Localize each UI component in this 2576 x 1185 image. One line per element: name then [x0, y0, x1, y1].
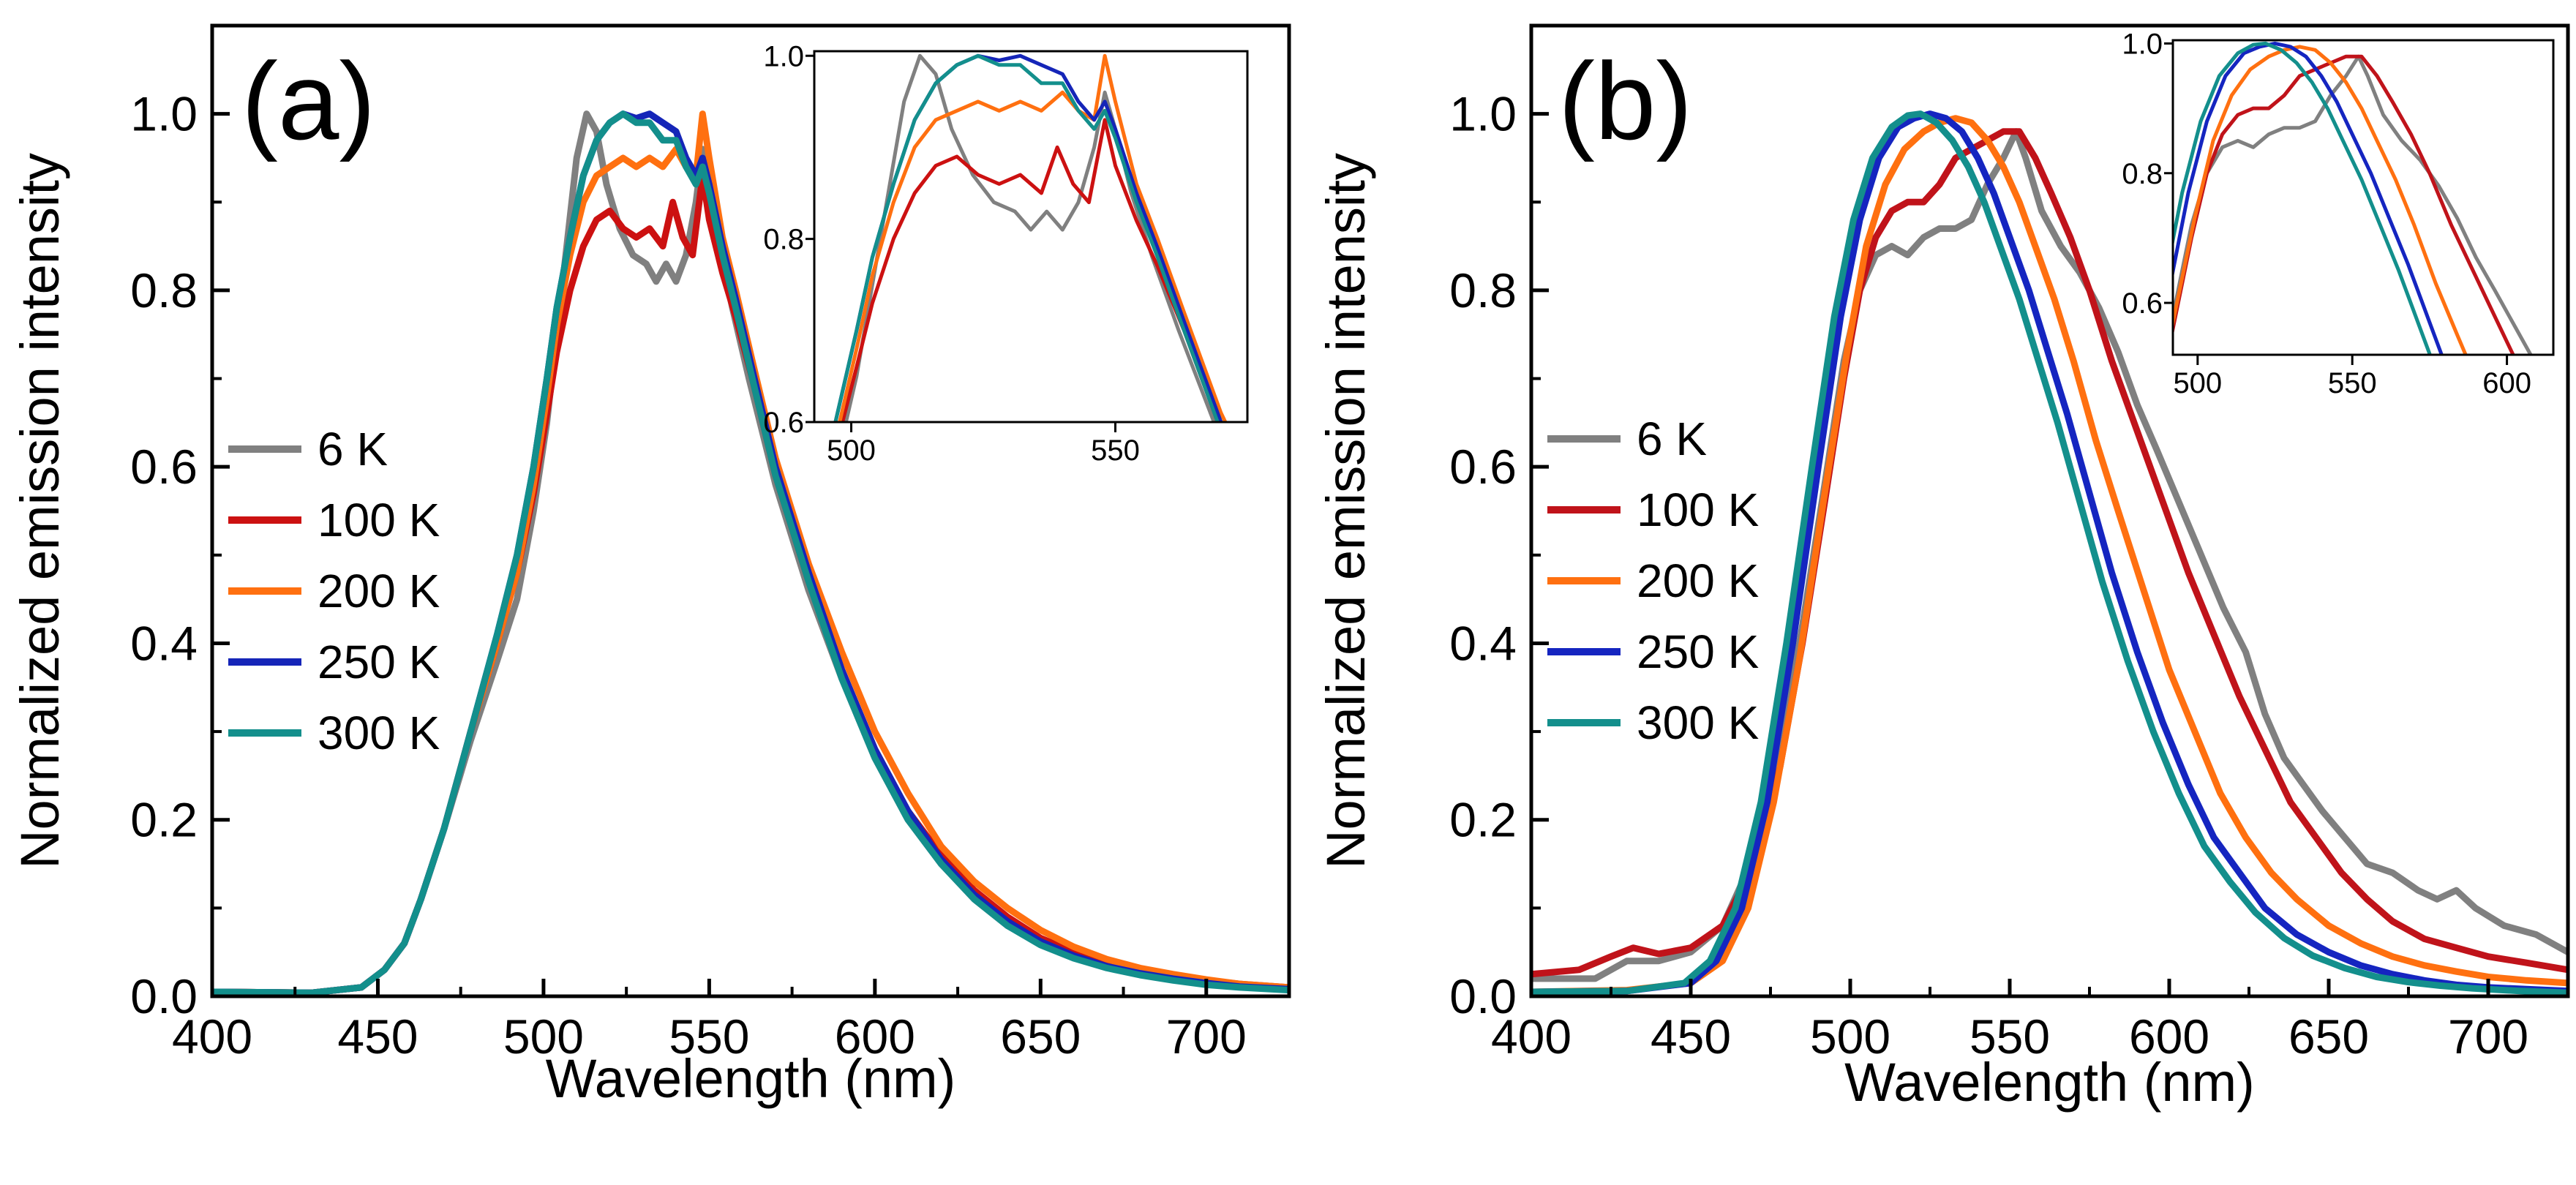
x-tick-label: 600 [2129, 1009, 2209, 1064]
x-tick-label: 400 [172, 1009, 252, 1064]
inset-y-tick-label: 0.6 [763, 407, 804, 439]
legend-label: 300 K [318, 707, 440, 759]
y-tick-label: 0.4 [1449, 616, 1517, 670]
panel-label: (b) [1558, 40, 1692, 162]
plot-frame [210, 23, 1291, 998]
x-tick-label: 400 [1491, 1009, 1571, 1064]
legend-label: 6 K [318, 423, 388, 475]
x-tick-label: 550 [669, 1009, 749, 1064]
panel-a: 400 450 500 550 600 650 700 0.0 0.2 0.4 0.6 0.8 1.0 W… [10, 23, 1291, 1109]
y-tick-label: 0.8 [130, 263, 198, 317]
x-tick-label: 700 [1166, 1009, 1247, 1064]
inset-series-line-300k [833, 53, 1220, 422]
inset-x-tick-label: 500 [827, 434, 876, 467]
inset-x-tick-label: 550 [1091, 434, 1140, 467]
inset-series-line-6k [844, 53, 1216, 422]
y-tick-label: 0.6 [1449, 440, 1517, 494]
inset-series-line-100k [2173, 54, 2515, 355]
x-axis-title: Wavelength (nm) [546, 1048, 956, 1109]
y-axis-title: Normalized emission intensity [1315, 153, 1376, 869]
series-lines [212, 110, 1289, 996]
inset-x-tick-label: 550 [2328, 367, 2377, 399]
y-tick-label: 0.2 [1449, 793, 1517, 847]
x-tick-label: 450 [1651, 1009, 1731, 1064]
inset-y-tick-label: 1.0 [763, 40, 804, 72]
inset-series-line-250k [833, 53, 1223, 422]
inset-frame [813, 50, 1249, 424]
legend-label: 100 K [318, 494, 440, 546]
x-tick-label: 650 [1000, 1009, 1081, 1064]
legend-label: 200 K [318, 565, 440, 617]
legend-label: 6 K [1637, 413, 1707, 465]
inset-y-tick-label: 0.8 [2122, 158, 2163, 190]
inset-plot: 500 550 600 0.6 0.8 1.0 [2122, 28, 2555, 399]
series-line-250k [1531, 110, 2568, 996]
legend-label: 200 K [1637, 554, 1759, 607]
inset-series-lines [2173, 41, 2533, 355]
y-tick-label: 0.4 [130, 616, 198, 670]
series-line-300k [1531, 110, 2568, 996]
series-line-200k [1531, 115, 2568, 996]
x-axis-title: Wavelength (nm) [1844, 1052, 2255, 1113]
inset-series-line-100k [840, 118, 1220, 422]
inset-x-tick-label: 600 [2482, 367, 2531, 399]
inset-x-tick-label: 500 [2173, 367, 2222, 399]
x-tick-label: 650 [2288, 1009, 2369, 1064]
legend-label: 100 K [1637, 484, 1759, 536]
y-tick-label: 1.0 [130, 87, 198, 141]
y-tick-label: 0.6 [130, 440, 198, 494]
x-tick-label: 550 [1969, 1009, 2050, 1064]
inset-series-line-250k [2173, 41, 2444, 355]
y-tick-label: 1.0 [1449, 87, 1517, 141]
plot-frame [1529, 23, 2570, 998]
x-tick-label: 600 [835, 1009, 915, 1064]
x-tick-label: 500 [1810, 1009, 1890, 1064]
series-lines [1531, 110, 2568, 996]
inset-series-line-200k [2173, 45, 2468, 355]
legend-label: 250 K [318, 636, 440, 688]
panel-b: 400 450 500 550 600 650 700 0.0 0.2 0.4 0.6 0.8 1.0 W… [1315, 23, 2570, 1113]
panel-label: (a) [241, 40, 375, 162]
x-tick-label: 500 [503, 1009, 584, 1064]
inset-frame [2171, 39, 2555, 356]
y-tick-label: 0.2 [130, 793, 198, 847]
inset-plot: 500 550 0.6 0.8 1.0 [763, 40, 1249, 467]
inset-y-tick-label: 1.0 [2122, 28, 2163, 60]
inset-background [814, 51, 1247, 422]
inset-background [2173, 40, 2553, 355]
legend-label: 300 K [1637, 696, 1759, 749]
legend: 6 K 100 K 200 K 250 K 300 K [1547, 413, 1759, 749]
inset-y-tick-label: 0.6 [2122, 287, 2163, 320]
legend: 6 K 100 K 200 K 250 K 300 K [228, 423, 440, 759]
series-line-300k [212, 110, 1289, 996]
inset-series-line-300k [2173, 41, 2433, 355]
y-tick-label: 0.0 [130, 969, 198, 1023]
y-tick-label: 0.8 [1449, 263, 1517, 317]
inset-series-lines [833, 53, 1228, 422]
y-axis-title: Normalized emission intensity [10, 153, 70, 869]
inset-series-line-6k [2173, 54, 2533, 355]
y-tick-label: 0.0 [1449, 969, 1517, 1023]
legend-label: 250 K [1637, 625, 1759, 678]
x-tick-label: 450 [337, 1009, 418, 1064]
x-tick-label: 700 [2448, 1009, 2528, 1064]
inset-y-tick-label: 0.8 [763, 224, 804, 256]
